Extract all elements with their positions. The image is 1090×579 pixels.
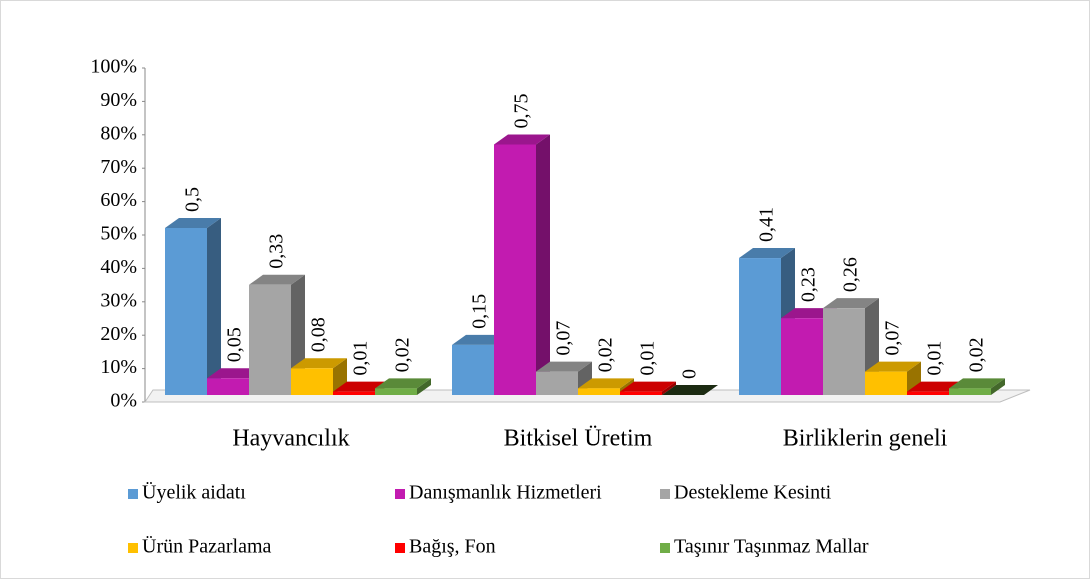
bar [949,388,991,395]
legend-swatch [395,543,405,553]
x-tick-label: Bitkisel Üretim [504,426,653,452]
bar [865,371,907,395]
x-tick-label: Birliklerin geneli [783,426,948,452]
bar-top [536,361,592,372]
bar [739,258,781,395]
value-label: 0,15 [469,294,491,329]
bar-side [536,134,550,395]
value-label: 0,02 [595,337,617,372]
bar-top [620,381,676,392]
legend-swatch [395,489,405,499]
value-label: 0,07 [553,321,575,356]
bar-top [165,218,221,228]
bar [907,391,949,395]
bar-side [991,378,1005,395]
bar [207,378,249,395]
y-tick-label: 30% [100,289,137,311]
y-tick-label: 60% [100,189,137,211]
bar [823,308,865,395]
y-tick-label: 70% [100,156,137,178]
value-label: 0 [679,369,701,379]
bar-top [739,248,795,259]
bar [333,391,375,395]
value-label: 0,01 [637,341,659,376]
value-label: 0,02 [966,337,988,372]
bar-top [823,298,879,309]
bar-side [417,378,431,395]
x-tick-label: Hayvancılık [232,426,349,452]
legend-swatch [128,543,138,553]
y-tick-label: 100% [90,56,137,78]
bar [578,388,620,395]
legend-swatch [660,543,670,553]
bar-top [494,134,550,145]
bar [249,284,291,395]
value-label: 0,75 [511,94,533,129]
legend-swatch [128,489,138,499]
bar [452,344,494,395]
bar [375,388,417,395]
y-tick-label: 40% [100,256,137,278]
legend-swatch [660,489,670,499]
bar-top [578,378,634,389]
legend-label: Taşınır Taşınmaz Mallar [674,536,869,558]
y-tick-label: 0% [110,390,137,412]
legend-label: Bağış, Fon [409,536,496,558]
value-label: 0,41 [756,207,778,242]
legend-label: Üyelik aidatı [142,481,246,504]
value-label: 0,05 [224,327,246,362]
bar [781,318,823,395]
bar-top [375,378,431,389]
bar [536,371,578,395]
value-label: 0,23 [798,267,820,302]
y-tick-label: 50% [100,223,137,245]
value-label: 0,02 [392,337,414,372]
legend-label: Destekleme Kesinti [674,482,832,504]
bar-top [949,378,1005,389]
bar [165,228,207,395]
y-tick-label: 90% [100,89,137,111]
bar-top [291,358,347,369]
bar [494,144,536,395]
value-label: 0,01 [924,341,946,376]
bar-side [207,218,221,395]
bar [291,368,333,395]
y-tick-label: 10% [100,356,137,378]
value-label: 0,08 [308,317,330,352]
y-tick-label: 20% [100,323,137,345]
value-label: 0,07 [882,321,904,356]
legend-label: Danışmanlık Hizmetleri [409,482,602,504]
value-label: 0,33 [266,234,288,269]
bar-top [865,361,921,372]
bar-top [662,385,718,395]
legend-label: Ürün Pazarlama [142,535,272,558]
bar-top [249,274,305,285]
y-tick-label: 80% [100,122,137,144]
value-label: 0,26 [840,257,862,292]
bar-side [662,381,676,395]
value-label: 0,5 [182,187,204,212]
value-label: 0,01 [350,341,372,376]
bar [620,391,662,395]
